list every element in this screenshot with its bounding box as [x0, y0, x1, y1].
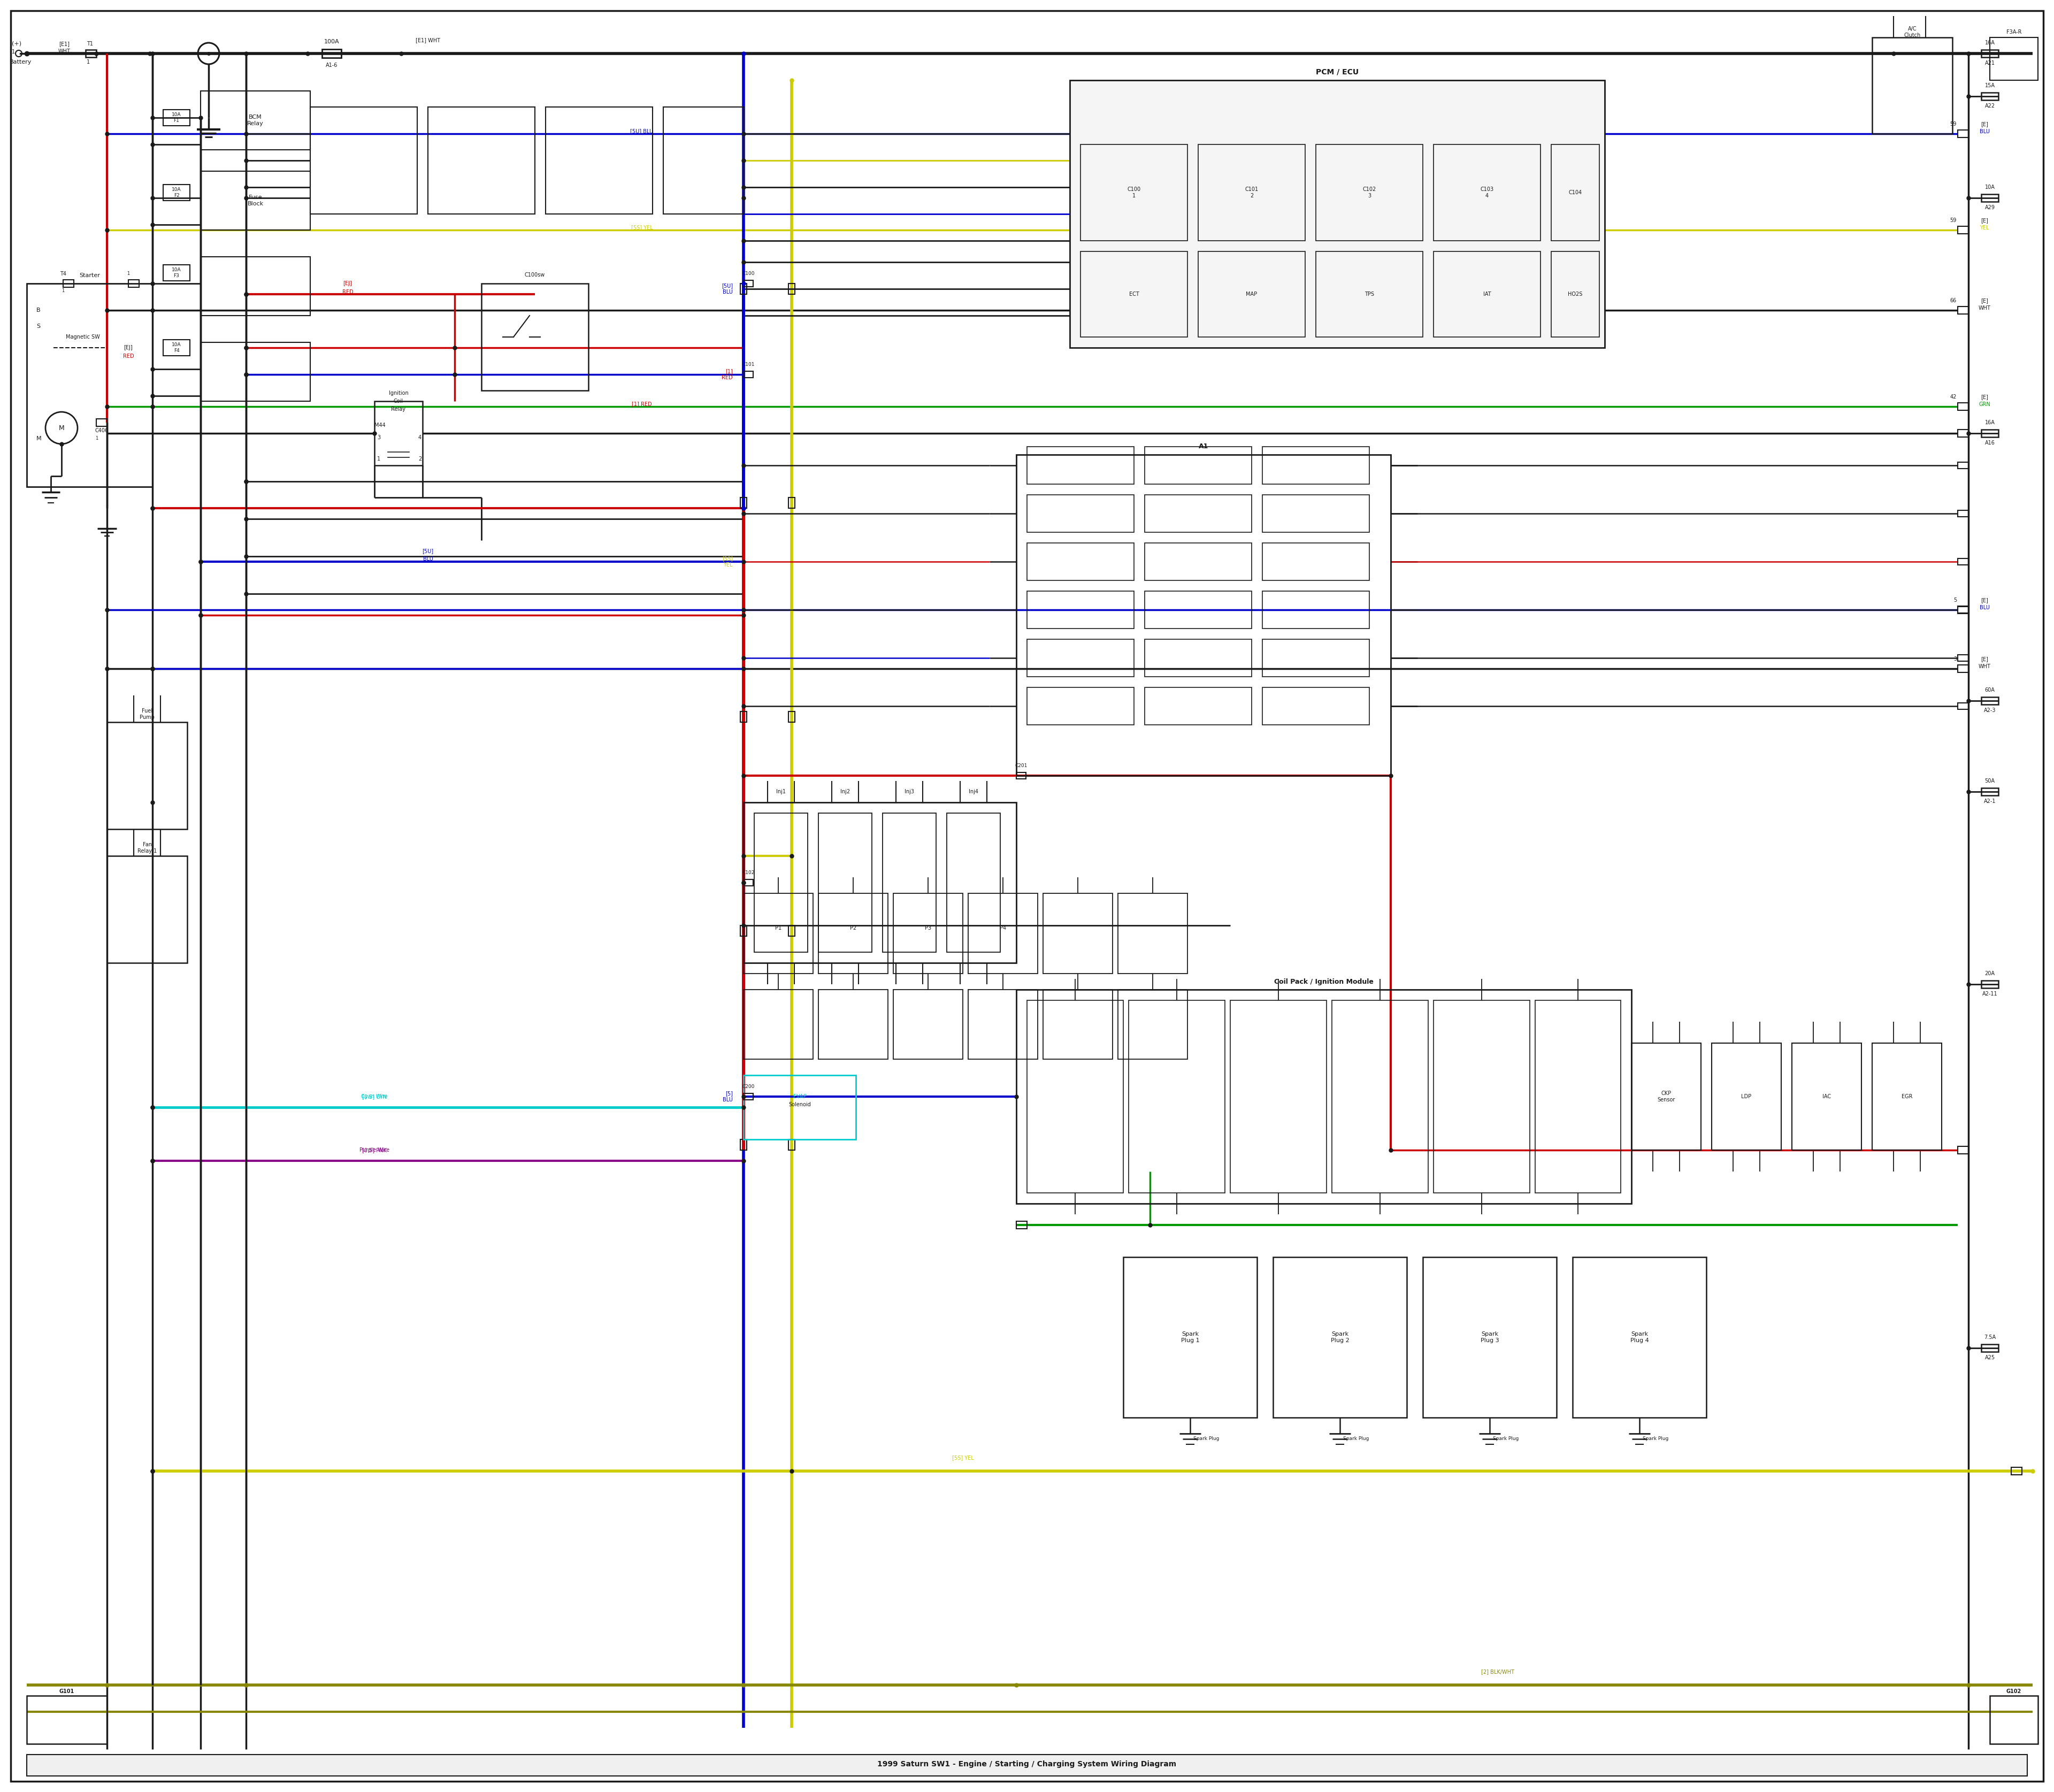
- Text: WHT: WHT: [58, 48, 70, 54]
- Text: C101: C101: [741, 362, 754, 367]
- Bar: [1871, 38, 1953, 134]
- Text: WHT: WHT: [1978, 305, 1990, 310]
- Text: [E]: [E]: [1980, 217, 1988, 222]
- Bar: [1982, 93, 1999, 100]
- Bar: [1957, 511, 1968, 516]
- Text: [E]: [E]: [1980, 394, 1988, 400]
- Bar: [744, 1075, 857, 1140]
- Text: 16A: 16A: [1984, 419, 1994, 425]
- Bar: [1027, 446, 1134, 484]
- Text: C100: C100: [741, 271, 754, 276]
- Text: A1: A1: [1200, 443, 1208, 450]
- Bar: [1027, 688, 1134, 724]
- Bar: [1017, 1220, 1027, 1229]
- Text: F3A-R: F3A-R: [2007, 29, 2021, 34]
- Bar: [1027, 591, 1134, 629]
- Bar: [744, 894, 813, 973]
- Text: [EJ]: [EJ]: [123, 346, 134, 351]
- Bar: [739, 711, 748, 722]
- Bar: [739, 498, 748, 509]
- Bar: [162, 340, 189, 357]
- Text: (+): (+): [12, 41, 21, 47]
- Bar: [127, 280, 140, 287]
- Bar: [1144, 640, 1251, 677]
- Bar: [1080, 145, 1187, 240]
- Bar: [481, 283, 587, 391]
- Bar: [1043, 989, 1113, 1059]
- Bar: [1273, 1256, 1407, 1417]
- Text: 7.5A: 7.5A: [1984, 1335, 1996, 1340]
- Bar: [744, 989, 813, 1059]
- Text: 10A
F3: 10A F3: [173, 267, 181, 278]
- Text: EGR: EGR: [1902, 1093, 1912, 1098]
- Text: 4: 4: [419, 435, 421, 441]
- Bar: [1982, 50, 1999, 57]
- Bar: [1197, 251, 1304, 337]
- Bar: [86, 50, 97, 57]
- Text: T4: T4: [60, 271, 66, 276]
- Text: C100sw: C100sw: [524, 272, 544, 278]
- Bar: [893, 894, 963, 973]
- Bar: [1263, 591, 1370, 629]
- Text: IAT: IAT: [1483, 292, 1491, 297]
- Text: Spark Plug: Spark Plug: [1493, 1437, 1518, 1441]
- Text: Fuel
Pump: Fuel Pump: [140, 708, 154, 720]
- Bar: [744, 1093, 754, 1100]
- Bar: [64, 280, 74, 287]
- Bar: [1434, 1000, 1530, 1193]
- Text: 59: 59: [1949, 122, 1957, 127]
- Text: GRN: GRN: [1978, 401, 1990, 407]
- Bar: [1957, 654, 1968, 661]
- Text: [1] RED: [1] RED: [633, 401, 651, 407]
- Text: Relay: Relay: [390, 407, 407, 412]
- Bar: [1957, 606, 1968, 613]
- Bar: [1070, 81, 1604, 348]
- Text: YEL: YEL: [1980, 226, 1988, 231]
- Bar: [739, 925, 748, 935]
- Bar: [1534, 1000, 1621, 1193]
- Bar: [1957, 665, 1968, 672]
- Bar: [1027, 1000, 1124, 1193]
- Bar: [1423, 1256, 1557, 1417]
- Text: [0.5] CYN: [0.5] CYN: [362, 1093, 386, 1098]
- Text: 16A: 16A: [1984, 39, 1994, 45]
- Text: 1: 1: [378, 457, 380, 462]
- Bar: [1263, 446, 1370, 484]
- Bar: [1982, 788, 1999, 796]
- Bar: [1957, 702, 1968, 710]
- Bar: [162, 109, 189, 125]
- Bar: [201, 91, 310, 151]
- Bar: [1631, 1043, 1701, 1150]
- Text: 3: 3: [1953, 656, 1957, 661]
- Text: A2-1: A2-1: [1984, 799, 1996, 805]
- Bar: [789, 498, 795, 509]
- Bar: [1711, 1043, 1781, 1150]
- Bar: [1263, 640, 1370, 677]
- Text: Spark Plug: Spark Plug: [1193, 1437, 1220, 1441]
- Text: [5U]
BLU: [5U] BLU: [721, 283, 733, 294]
- Bar: [967, 989, 1037, 1059]
- Bar: [1144, 495, 1251, 532]
- Text: [E]: [E]: [1980, 656, 1988, 661]
- Bar: [1027, 495, 1134, 532]
- Text: Coil Pack / Ignition Module: Coil Pack / Ignition Module: [1273, 978, 1374, 986]
- Bar: [1957, 462, 1968, 468]
- Text: 10A
F4: 10A F4: [173, 342, 181, 353]
- Text: G102: G102: [2007, 1688, 2021, 1693]
- Bar: [310, 108, 417, 213]
- Text: [E1]: [E1]: [60, 41, 70, 47]
- Text: A2-11: A2-11: [1982, 991, 1996, 996]
- Bar: [1871, 1043, 1941, 1150]
- Text: T1: T1: [86, 41, 92, 47]
- Bar: [1982, 980, 1999, 987]
- Bar: [789, 925, 795, 935]
- Bar: [1230, 1000, 1327, 1193]
- Bar: [1434, 251, 1540, 337]
- Text: [5]
BLU: [5] BLU: [723, 1091, 733, 1102]
- Text: A/C
Clutch: A/C Clutch: [1904, 27, 1920, 38]
- Bar: [201, 342, 310, 401]
- Text: 3: 3: [378, 435, 380, 441]
- Text: [E1] WHT: [E1] WHT: [415, 38, 440, 43]
- Text: 15A: 15A: [1984, 82, 1994, 88]
- Text: A22: A22: [1984, 104, 1994, 109]
